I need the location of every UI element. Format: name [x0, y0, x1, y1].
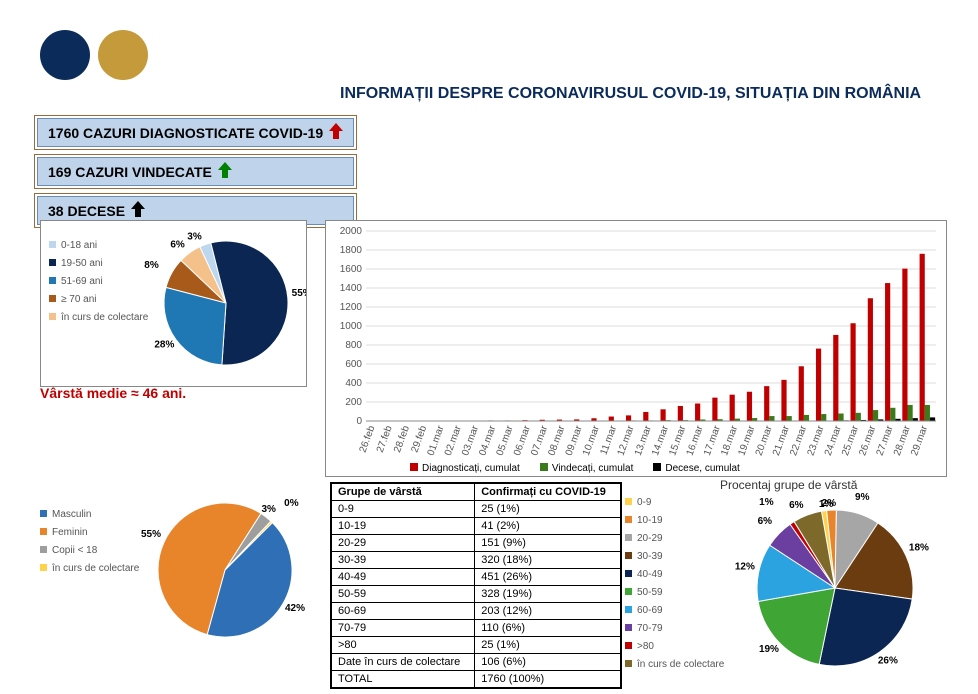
stat-banners: 1760 CAZURI DIAGNOSTICATE COVID-19 169 CA… — [34, 115, 357, 228]
svg-text:55%: 55% — [141, 529, 161, 540]
svg-text:800: 800 — [345, 340, 362, 351]
average-age-text: Vârstă medie ≈ 46 ani. — [40, 385, 186, 401]
svg-text:42%: 42% — [285, 603, 305, 614]
svg-text:>80: >80 — [637, 641, 654, 652]
svg-text:Masculin: Masculin — [52, 509, 91, 520]
svg-text:6%: 6% — [170, 239, 185, 250]
svg-text:1800: 1800 — [340, 245, 363, 256]
svg-text:6%: 6% — [758, 516, 773, 527]
svg-text:51-69 ani: 51-69 ani — [61, 276, 103, 287]
svg-text:Feminin: Feminin — [52, 527, 88, 538]
svg-text:19%: 19% — [759, 644, 779, 655]
percentage-pie-panel: 0-9 10-19 20-29 30-39 40-49 50-59 60-69 70-79 >8… — [625, 490, 965, 685]
svg-text:20-29: 20-29 — [637, 533, 663, 544]
svg-text:1600: 1600 — [340, 264, 363, 275]
svg-text:26%: 26% — [878, 655, 898, 666]
svg-text:19-50 ani: 19-50 ani — [61, 258, 103, 269]
svg-text:10-19: 10-19 — [637, 515, 663, 526]
svg-text:0: 0 — [356, 416, 362, 427]
sex-pie-panel: Masculin Feminin Copii < 18 în curs de cole… — [40, 470, 310, 670]
svg-text:în curs de colectare: în curs de colectare — [51, 563, 140, 574]
emergency-logo — [98, 30, 148, 80]
svg-text:600: 600 — [345, 359, 362, 370]
svg-text:3%: 3% — [187, 231, 202, 242]
svg-text:9%: 9% — [855, 492, 870, 503]
svg-text:70-79: 70-79 — [637, 623, 663, 634]
gov-logo — [40, 30, 90, 80]
svg-text:1200: 1200 — [340, 302, 363, 313]
svg-text:1000: 1000 — [340, 321, 363, 332]
svg-text:55%: 55% — [292, 288, 306, 299]
cases-bar-chart: 020040060080010001200140016001800200026.… — [325, 220, 947, 477]
svg-text:2000: 2000 — [340, 226, 363, 237]
svg-text:28%: 28% — [154, 339, 174, 350]
svg-text:30-39: 30-39 — [637, 551, 663, 562]
svg-text:0-18 ani: 0-18 ani — [61, 240, 97, 251]
svg-text:50-59: 50-59 — [637, 587, 663, 598]
svg-text:în curs de colectare: în curs de colectare — [636, 659, 725, 670]
svg-text:18%: 18% — [909, 542, 929, 553]
svg-text:6%: 6% — [789, 500, 804, 511]
svg-text:0-9: 0-9 — [637, 497, 652, 508]
bar-chart-legend: Diagnosticați, cumulatVindecați, cumulat… — [410, 463, 740, 474]
svg-text:Copii < 18: Copii < 18 — [52, 545, 98, 556]
age-pie-panel: 0-18 ani 19-50 ani 51-69 ani ≥ 70 ani în cur… — [40, 220, 307, 387]
stat-banner: 1760 CAZURI DIAGNOSTICATE COVID-19 — [37, 118, 354, 147]
stat-banner: 169 CAZURI VINDECATE — [37, 157, 354, 186]
svg-text:≥ 70 ani: ≥ 70 ani — [61, 294, 97, 305]
svg-text:40-49: 40-49 — [637, 569, 663, 580]
svg-text:8%: 8% — [144, 260, 159, 271]
page-title: INFORMAȚII DESPRE CORONAVIRUSUL COVID-19… — [340, 85, 921, 103]
svg-text:12%: 12% — [735, 561, 755, 572]
svg-text:400: 400 — [345, 378, 362, 389]
svg-text:în curs de colectare: în curs de colectare — [60, 312, 149, 323]
age-group-table: Grupe de vârstăConfirmați cu COVID-190-9… — [330, 482, 622, 689]
svg-text:0%: 0% — [284, 498, 299, 509]
svg-text:1%: 1% — [759, 497, 774, 508]
svg-text:60-69: 60-69 — [637, 605, 663, 616]
svg-text:3%: 3% — [261, 504, 276, 515]
svg-text:1400: 1400 — [340, 283, 363, 294]
svg-text:2%: 2% — [822, 498, 837, 509]
svg-text:200: 200 — [345, 397, 362, 408]
